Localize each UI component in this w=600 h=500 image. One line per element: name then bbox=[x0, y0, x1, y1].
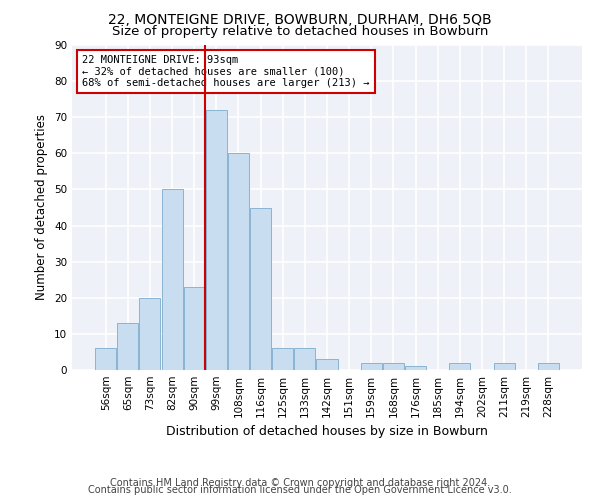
Text: Size of property relative to detached houses in Bowburn: Size of property relative to detached ho… bbox=[112, 25, 488, 38]
X-axis label: Distribution of detached houses by size in Bowburn: Distribution of detached houses by size … bbox=[166, 426, 488, 438]
Bar bbox=[295, 348, 316, 370]
Bar bbox=[118, 323, 139, 370]
Bar bbox=[316, 359, 338, 370]
Bar bbox=[494, 363, 515, 370]
Text: Contains HM Land Registry data © Crown copyright and database right 2024.: Contains HM Land Registry data © Crown c… bbox=[110, 478, 490, 488]
Bar bbox=[139, 298, 160, 370]
Text: Contains public sector information licensed under the Open Government Licence v3: Contains public sector information licen… bbox=[88, 485, 512, 495]
Text: 22 MONTEIGNE DRIVE: 93sqm
← 32% of detached houses are smaller (100)
68% of semi: 22 MONTEIGNE DRIVE: 93sqm ← 32% of detac… bbox=[82, 54, 370, 88]
Bar bbox=[405, 366, 426, 370]
Bar bbox=[228, 154, 249, 370]
Bar bbox=[95, 348, 116, 370]
Bar bbox=[383, 363, 404, 370]
Text: 22, MONTEIGNE DRIVE, BOWBURN, DURHAM, DH6 5QB: 22, MONTEIGNE DRIVE, BOWBURN, DURHAM, DH… bbox=[108, 12, 492, 26]
Bar bbox=[161, 190, 182, 370]
Bar bbox=[250, 208, 271, 370]
Bar bbox=[206, 110, 227, 370]
Bar bbox=[449, 363, 470, 370]
Bar bbox=[538, 363, 559, 370]
Bar bbox=[361, 363, 382, 370]
Y-axis label: Number of detached properties: Number of detached properties bbox=[35, 114, 49, 300]
Bar bbox=[184, 287, 205, 370]
Bar bbox=[272, 348, 293, 370]
